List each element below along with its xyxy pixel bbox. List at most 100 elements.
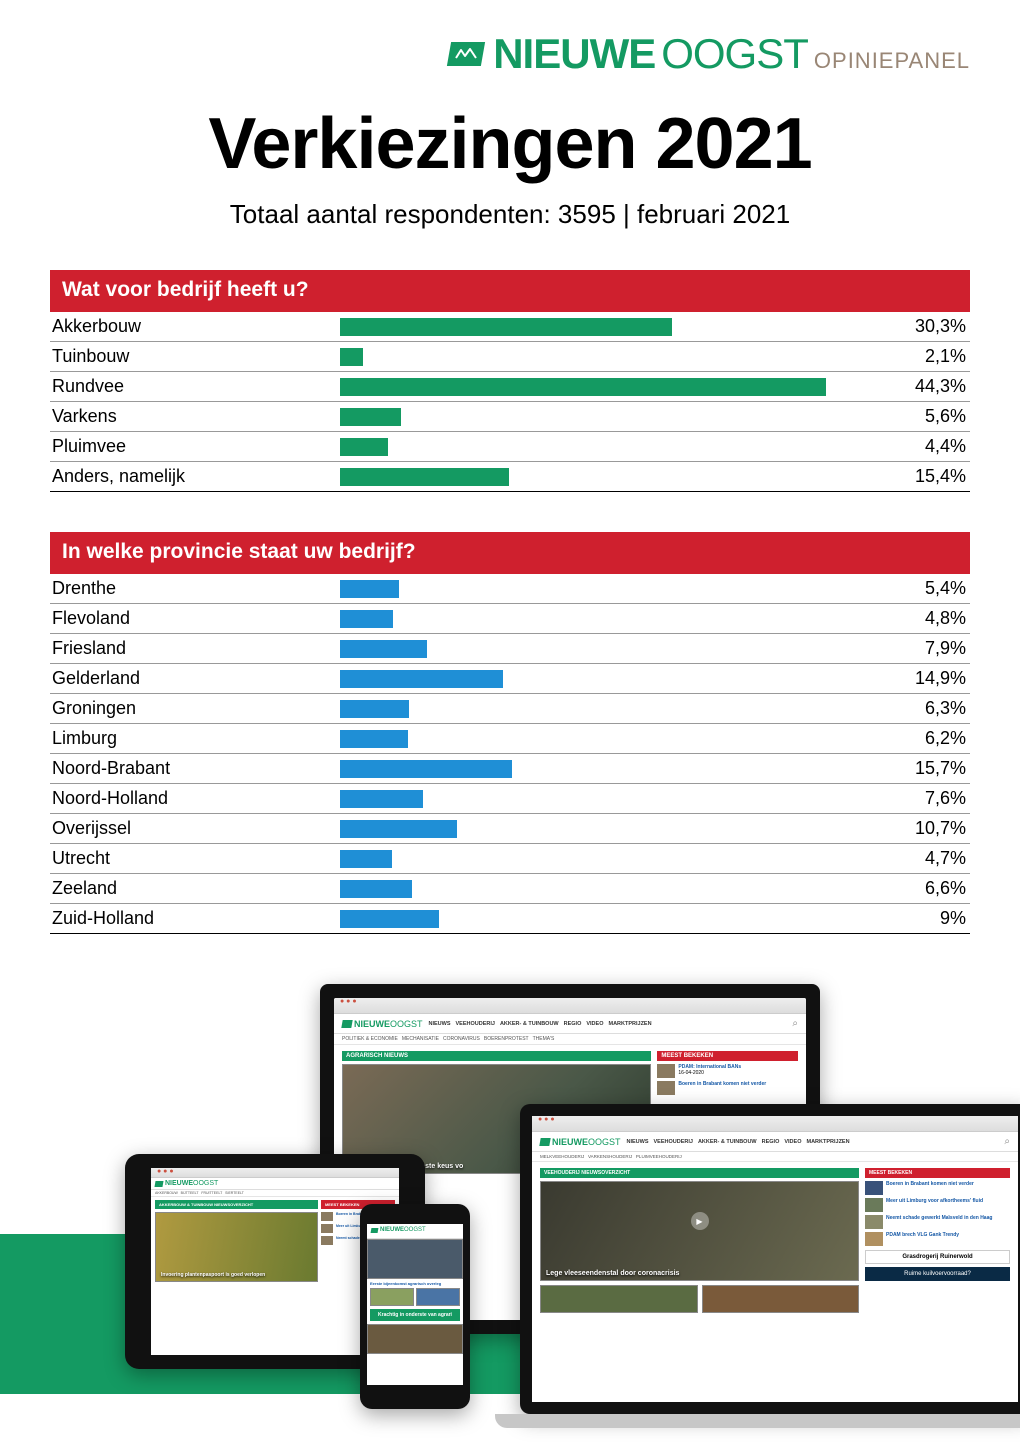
row-label: Zeeland <box>50 878 340 899</box>
row-label: Limburg <box>50 728 340 749</box>
row-percent: 9% <box>900 908 970 929</box>
table-row: Tuinbouw 2,1% <box>50 342 970 372</box>
device-laptop: NIEUWEOOGST NIEUWSVEEHOUDERIJAKKER- & TU… <box>520 1104 1020 1414</box>
bar-fill <box>340 880 412 898</box>
question-1-title: Wat voor bedrijf heeft u? <box>50 270 970 312</box>
row-label: Zuid-Holland <box>50 908 340 929</box>
row-percent: 6,6% <box>900 878 970 899</box>
bar-track <box>340 316 888 338</box>
table-row: Flevoland 4,8% <box>50 604 970 634</box>
ad-kuilvoer: Ruime kuilvoervoorraad? <box>865 1267 1010 1281</box>
row-percent: 5,4% <box>900 578 970 599</box>
row-label: Friesland <box>50 638 340 659</box>
search-icon: ⌕ <box>1004 1136 1010 1147</box>
row-label: Pluimvee <box>50 436 340 457</box>
row-percent: 5,6% <box>900 406 970 427</box>
table-row: Varkens 5,6% <box>50 402 970 432</box>
meest-bekeken-banner: MEEST BEKEKEN <box>657 1051 798 1061</box>
row-percent: 6,3% <box>900 698 970 719</box>
row-percent: 4,7% <box>900 848 970 869</box>
bar-track <box>340 728 888 750</box>
ad-krachtig: Krachtig in onderste van agrari <box>370 1309 460 1321</box>
row-label: Utrecht <box>50 848 340 869</box>
bar-track <box>340 818 888 840</box>
bar-fill <box>340 670 503 688</box>
bar-fill <box>340 640 427 658</box>
table-row: Zeeland 6,6% <box>50 874 970 904</box>
question-1-section: Wat voor bedrijf heeft u? Akkerbouw 30,3%… <box>50 270 970 492</box>
table-row: Akkerbouw 30,3% <box>50 312 970 342</box>
search-icon: ⌕ <box>792 1018 798 1029</box>
bar-track <box>340 908 888 930</box>
bar-fill <box>340 348 363 366</box>
table-row: Noord-Brabant 15,7% <box>50 754 970 784</box>
row-label: Varkens <box>50 406 340 427</box>
table-row: Gelderland 14,9% <box>50 664 970 694</box>
table-row: Overijssel10,7% <box>50 814 970 844</box>
bar-fill <box>340 318 672 336</box>
bar-fill <box>340 910 439 928</box>
bar-track <box>340 668 888 690</box>
bar-fill <box>340 700 409 718</box>
bar-fill <box>340 408 401 426</box>
headline-lege: Lege vleeseendenstal door coronacrisis <box>546 1270 679 1277</box>
row-label: Akkerbouw <box>50 316 340 337</box>
row-percent: 2,1% <box>900 346 970 367</box>
row-percent: 30,3% <box>900 316 970 337</box>
bar-fill <box>340 610 393 628</box>
row-percent: 4,8% <box>900 608 970 629</box>
row-percent: 6,2% <box>900 728 970 749</box>
table-row: Zuid-Holland 9% <box>50 904 970 934</box>
row-label: Overijssel <box>50 818 340 839</box>
table-row: Rundvee44,3% <box>50 372 970 402</box>
laptop-base <box>495 1414 1020 1428</box>
bar-track <box>340 848 888 870</box>
bar-track <box>340 788 888 810</box>
row-label: Drenthe <box>50 578 340 599</box>
agr-nieuws-banner: AGRARISCH NIEUWS <box>342 1051 651 1061</box>
bar-fill <box>340 468 509 486</box>
row-percent: 4,4% <box>900 436 970 457</box>
table-row: Utrecht 4,7% <box>50 844 970 874</box>
row-percent: 15,7% <box>900 758 970 779</box>
bar-fill <box>340 760 512 778</box>
bar-track <box>340 878 888 900</box>
logo-mark-icon <box>447 42 485 66</box>
brand-oogst: OOGST <box>661 30 808 78</box>
brand-nieuwe: NIEUWE <box>493 30 655 78</box>
table-row: Noord-Holland 7,6% <box>50 784 970 814</box>
row-label: Noord-Brabant <box>50 758 340 779</box>
bar-track <box>340 758 888 780</box>
row-label: Flevoland <box>50 608 340 629</box>
row-label: Anders, namelijk <box>50 466 340 487</box>
table-row: Groningen6,3% <box>50 694 970 724</box>
brand-panel: OPINIEPANEL <box>814 48 970 74</box>
bar-fill <box>340 820 457 838</box>
row-label: Noord-Holland <box>50 788 340 809</box>
device-showcase: NIEUWEOOGST NIEUWSVEEHOUDERIJAKKER- & TU… <box>50 974 970 1394</box>
row-label: Gelderland <box>50 668 340 689</box>
row-label: Tuinbouw <box>50 346 340 367</box>
device-phone: NIEUWEOOGST Eerste bijeenkomst agrarisch… <box>360 1204 470 1409</box>
page-subtitle: Totaal aantal respondenten: 3595 | febru… <box>50 199 970 230</box>
bar-track <box>340 436 888 458</box>
bar-track <box>340 406 888 428</box>
row-label: Rundvee <box>50 376 340 397</box>
page-title: Verkiezingen 2021 <box>50 103 970 185</box>
bar-track <box>340 376 888 398</box>
question-2-section: In welke provincie staat uw bedrijf? Dre… <box>50 532 970 934</box>
bar-track <box>340 578 888 600</box>
table-row: Limburg 6,2% <box>50 724 970 754</box>
bar-fill <box>340 580 399 598</box>
table-row: Drenthe 5,4% <box>50 574 970 604</box>
bar-fill <box>340 378 826 396</box>
row-percent: 15,4% <box>900 466 970 487</box>
bar-track <box>340 466 888 488</box>
bar-track <box>340 346 888 368</box>
bar-fill <box>340 438 388 456</box>
brand-logo: NIEUWE OOGST OPINIEPANEL <box>50 30 970 78</box>
row-percent: 7,6% <box>900 788 970 809</box>
row-percent: 7,9% <box>900 638 970 659</box>
row-percent: 14,9% <box>900 668 970 689</box>
table-row: Pluimvee 4,4% <box>50 432 970 462</box>
